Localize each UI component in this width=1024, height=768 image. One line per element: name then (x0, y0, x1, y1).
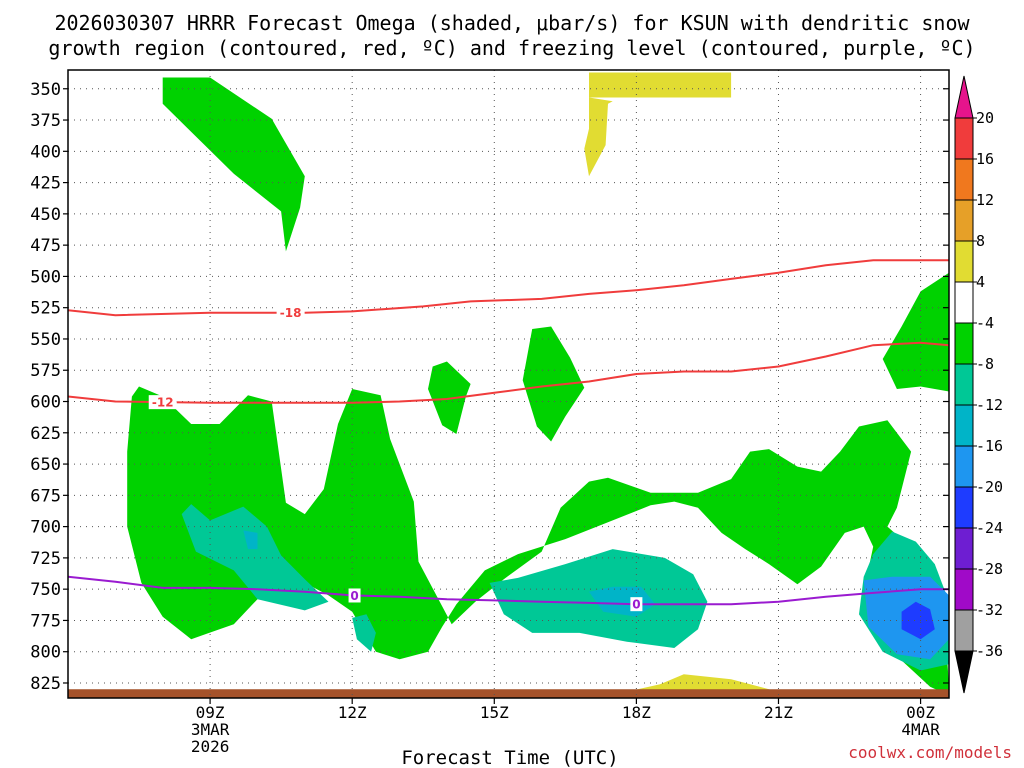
contour-line-1 (68, 341, 949, 404)
y-tick-label: 375 (30, 111, 61, 131)
contour-label-bg (276, 305, 305, 320)
colorbar-bin (954, 486, 974, 529)
colorbar-bin (954, 322, 974, 365)
contour-label-bg (348, 588, 361, 603)
colorbar-bin (954, 609, 974, 652)
x-tick-label: 15Z (480, 703, 509, 722)
colorbar-label: -36 (976, 642, 1003, 660)
y-tick-label: 625 (30, 424, 61, 444)
colorbar-label: 12 (976, 191, 994, 209)
y-tick-label: 725 (30, 549, 61, 569)
omega-region-13 (584, 72, 732, 177)
colorbar: 20 16 12 8 4 -4 -8 -12 -16 -20 -24 -28 -32 -36 (954, 75, 1003, 694)
omega-region-3 (522, 326, 585, 442)
y-tick-label: 425 (30, 174, 61, 194)
colorbar-label: -20 (976, 478, 1003, 496)
contour-label: -18 (280, 306, 302, 320)
colorbar-over-triangle (954, 75, 974, 119)
y-tick-label: 750 (30, 580, 61, 600)
omega-region-12 (901, 601, 935, 640)
contour-label-bg (148, 395, 177, 410)
colorbar-label: -12 (976, 396, 1003, 414)
colorbar-label: 16 (976, 150, 994, 168)
y-tick-label: 400 (30, 142, 61, 162)
colorbar-label: -24 (976, 519, 1003, 537)
colorbar-bin (954, 568, 974, 611)
terrain-strip (68, 689, 949, 698)
x-tick-year: 2026 (191, 737, 230, 756)
x-tick-date: 3MAR (191, 720, 230, 739)
x-tick-label: 18Z (622, 703, 651, 722)
y-tick-label: 525 (30, 299, 61, 319)
contour-label: 0 (350, 589, 358, 603)
y-tick-label: 475 (30, 236, 61, 256)
x-axis-label: Forecast Time (UTC) (401, 747, 618, 768)
y-tick-label: 800 (30, 643, 61, 663)
credit-text: coolwx.com/models (848, 743, 1012, 762)
y-axis: 350 375 400 425 450 475 500 525 550 575 600 625 650 6… (30, 80, 949, 694)
contour-label: 0 (632, 598, 640, 612)
colorbar-under-triangle (954, 650, 974, 694)
y-tick-label: 350 (30, 80, 61, 100)
colorbar-bin (954, 281, 974, 324)
y-tick-label: 650 (30, 455, 61, 475)
colorbar-bin (954, 199, 974, 242)
y-tick-label: 500 (30, 267, 61, 287)
omega-region-5 (181, 504, 329, 611)
contour-label-bg (630, 597, 643, 612)
colorbar-label: -8 (976, 355, 994, 373)
x-tick-label: 12Z (338, 703, 367, 722)
colorbar-label: -4 (976, 314, 994, 332)
colorbar-bin (954, 117, 974, 160)
contour-line-2 (68, 575, 949, 606)
terrain (68, 689, 949, 698)
y-tick-label: 450 (30, 205, 61, 225)
y-tick-label: 700 (30, 518, 61, 538)
omega-region-7 (352, 614, 376, 652)
y-tick-label: 550 (30, 330, 61, 350)
y-tick-label: 775 (30, 611, 61, 631)
colorbar-label: 8 (976, 232, 985, 250)
colorbar-bin (954, 404, 974, 447)
omega-shading (127, 72, 949, 698)
omega-region-9 (243, 530, 258, 550)
x-tick-date: 4MAR (901, 720, 940, 739)
plot-frame (67, 69, 950, 699)
y-tick-label: 825 (30, 674, 61, 694)
colorbar-label: 20 (976, 109, 994, 127)
chart-title-line-2: growth region (contoured, red, ºC) and f… (48, 36, 975, 60)
colorbar-bin (954, 158, 974, 201)
y-tick-label: 675 (30, 486, 61, 506)
colorbar-bin (954, 445, 974, 488)
colorbar-bin (954, 527, 974, 570)
x-tick-label: 21Z (764, 703, 793, 722)
contours: -18 -12 0 0 (68, 259, 949, 612)
y-tick-label: 600 (30, 393, 61, 413)
y-tick-label: 575 (30, 361, 61, 381)
colorbar-bin (954, 240, 974, 283)
colorbar-label: -32 (976, 601, 1003, 619)
contour-label: -12 (152, 396, 174, 410)
omega-region-4 (882, 272, 949, 392)
x-tick-label: 09Z (196, 703, 225, 722)
omega-region-0 (162, 77, 305, 252)
x-tick-label: 00Z (906, 703, 935, 722)
colorbar-label: 4 (976, 273, 985, 291)
colorbar-label: -28 (976, 560, 1003, 578)
chart-title-line-1: 2026030307 HRRR Forecast Omega (shaded, … (54, 11, 970, 35)
contour-line-0 (68, 259, 949, 317)
colorbar-bin (954, 363, 974, 406)
colorbar-label: -16 (976, 437, 1003, 455)
